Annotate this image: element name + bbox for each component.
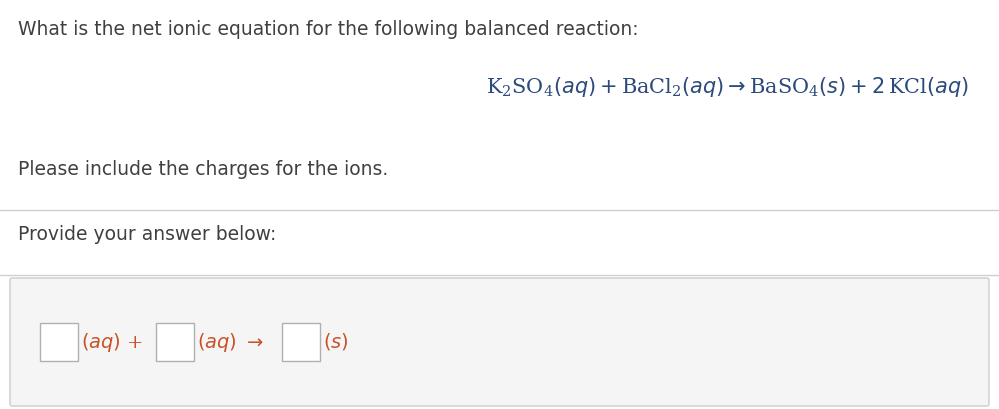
Text: $\mathdefault{K_2SO_4}(\mathit{aq}) + \mathdefault{BaCl_2}(\mathit{aq}) \rightar: $\mathdefault{K_2SO_4}(\mathit{aq}) + \m… [487,75,969,99]
Text: $(s)$: $(s)$ [323,332,349,353]
Text: $(aq)$ +: $(aq)$ + [81,330,143,353]
FancyBboxPatch shape [282,323,320,361]
FancyBboxPatch shape [156,323,194,361]
FancyBboxPatch shape [40,323,78,361]
Text: Please include the charges for the ions.: Please include the charges for the ions. [18,160,389,179]
Text: $(aq)$ $\rightarrow$: $(aq)$ $\rightarrow$ [197,330,264,353]
Text: What is the net ionic equation for the following balanced reaction:: What is the net ionic equation for the f… [18,20,638,39]
Text: Provide your answer below:: Provide your answer below: [18,225,277,244]
FancyBboxPatch shape [10,278,989,406]
